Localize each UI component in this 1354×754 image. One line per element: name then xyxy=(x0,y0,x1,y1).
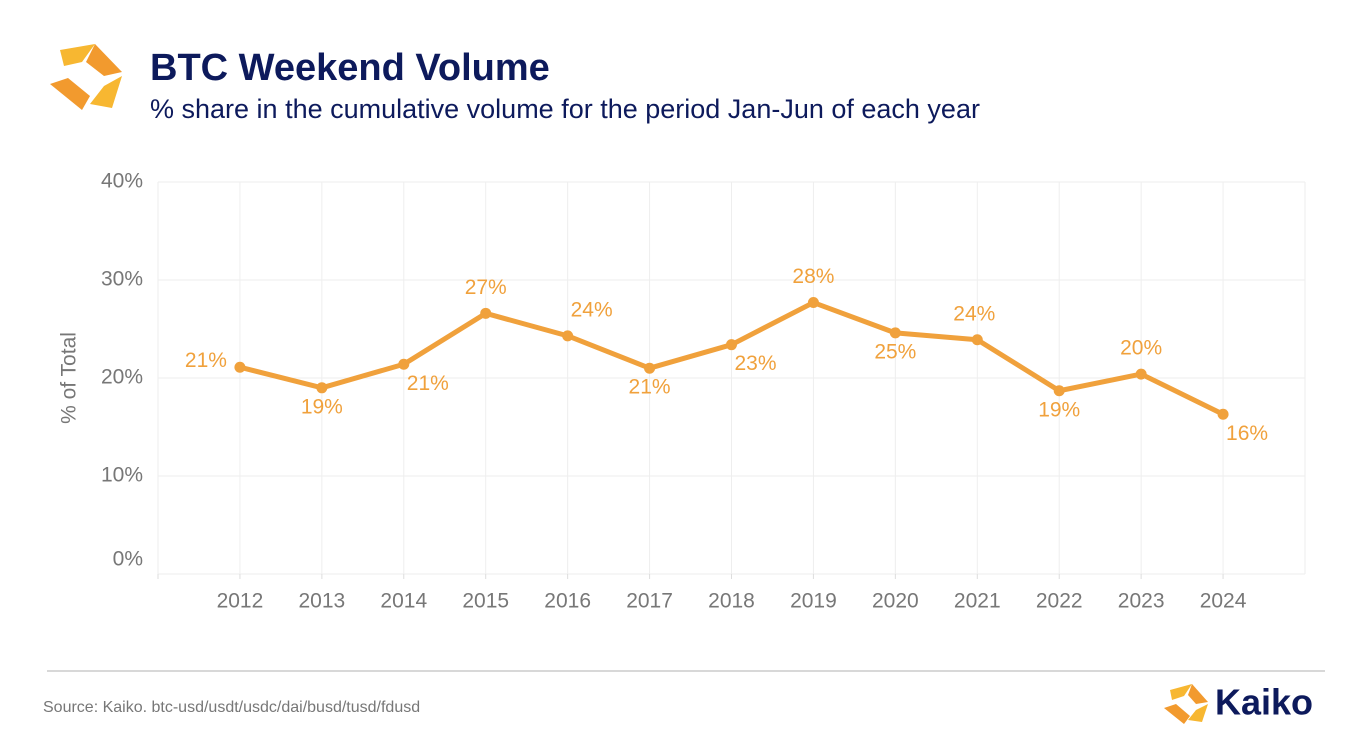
y-tick-label: 10% xyxy=(101,464,143,487)
x-tick-label: 2012 xyxy=(217,590,264,613)
data-point xyxy=(316,382,328,394)
data-label: 23% xyxy=(734,352,776,375)
brand-logo xyxy=(1164,684,1208,724)
data-point xyxy=(971,334,983,346)
x-tick-label: 2013 xyxy=(298,590,345,613)
brand-name: Kaiko xyxy=(1215,682,1313,723)
data-point xyxy=(807,297,819,309)
x-tick-label: 2021 xyxy=(954,590,1001,613)
x-tick-label: 2019 xyxy=(790,590,837,613)
y-axis-label: % of Total xyxy=(58,332,81,424)
y-tick-label: 20% xyxy=(101,366,143,389)
x-tick-label: 2024 xyxy=(1200,590,1247,613)
data-label: 24% xyxy=(953,302,995,325)
data-point xyxy=(562,330,574,342)
data-point xyxy=(234,361,246,373)
y-tick-label: 40% xyxy=(101,170,143,193)
chart-subtitle: % share in the cumulative volume for the… xyxy=(150,94,980,124)
x-tick-label: 2017 xyxy=(626,590,673,613)
logo xyxy=(50,44,122,110)
data-point xyxy=(398,358,410,370)
data-label: 21% xyxy=(407,372,449,395)
y-tick-label: 0% xyxy=(113,548,143,571)
data-label: 24% xyxy=(571,298,613,321)
data-label: 20% xyxy=(1120,337,1162,360)
data-label: 27% xyxy=(465,276,507,299)
data-label: 28% xyxy=(792,265,834,288)
data-point xyxy=(889,327,901,339)
data-label: 19% xyxy=(1038,398,1080,421)
data-point xyxy=(726,339,737,351)
data-point xyxy=(1135,368,1147,380)
data-label: 25% xyxy=(874,340,916,363)
x-tick-label: 2018 xyxy=(708,590,755,613)
y-tick-label: 30% xyxy=(101,268,143,291)
source-note: Source: Kaiko. btc-usd/usdt/usdc/dai/bus… xyxy=(43,699,420,716)
data-label: 16% xyxy=(1226,422,1268,445)
data-point xyxy=(1217,408,1229,420)
data-label: 21% xyxy=(629,376,671,399)
x-tick-label: 2022 xyxy=(1036,590,1083,613)
x-tick-label: 2023 xyxy=(1118,590,1165,613)
chart-title: BTC Weekend Volume xyxy=(150,47,550,89)
data-point xyxy=(644,362,656,374)
x-tick-label: 2015 xyxy=(462,590,509,613)
data-point xyxy=(1053,385,1065,397)
x-tick-label: 2014 xyxy=(380,590,427,613)
x-tick-label: 2020 xyxy=(872,590,919,613)
data-label: 19% xyxy=(301,395,343,418)
data-label: 21% xyxy=(185,349,227,372)
data-point xyxy=(480,307,492,319)
x-tick-label: 2016 xyxy=(544,590,591,613)
